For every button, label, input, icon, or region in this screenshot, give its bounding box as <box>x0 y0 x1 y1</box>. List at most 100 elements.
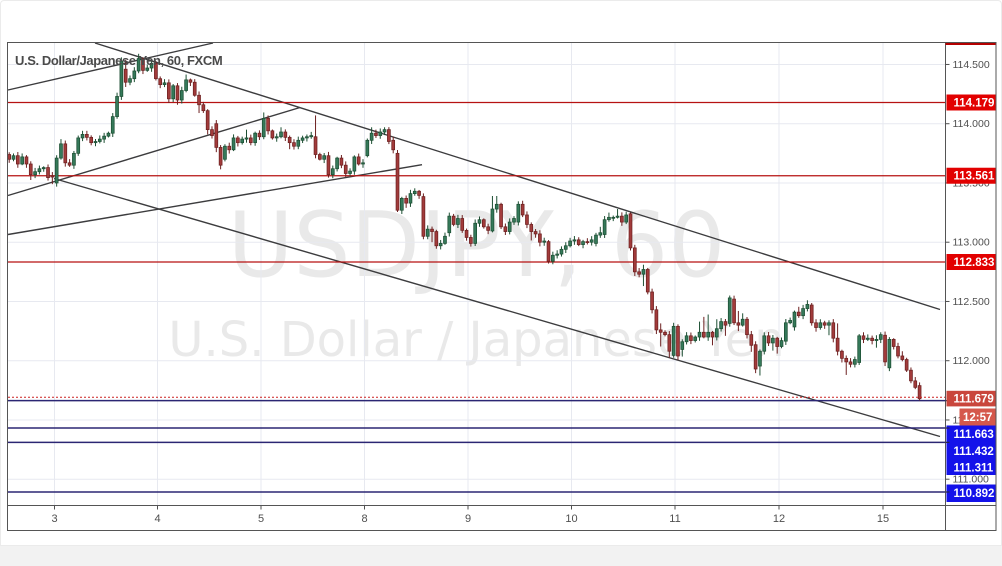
candle[interactable] <box>469 234 473 247</box>
candle[interactable] <box>671 322 676 358</box>
candle[interactable] <box>740 313 745 327</box>
candle[interactable] <box>106 131 111 138</box>
candle[interactable] <box>844 355 849 375</box>
candle[interactable] <box>412 188 417 196</box>
candle[interactable] <box>581 239 585 249</box>
candle[interactable] <box>132 67 137 83</box>
candle[interactable] <box>857 334 862 365</box>
candle[interactable] <box>378 128 383 139</box>
candle[interactable] <box>292 139 296 150</box>
candle[interactable] <box>727 295 732 327</box>
candle[interactable] <box>438 239 443 250</box>
candle[interactable] <box>473 219 478 247</box>
candle[interactable] <box>72 150 76 169</box>
candle[interactable] <box>684 332 689 345</box>
trend-line[interactable] <box>7 42 214 91</box>
candle[interactable] <box>408 189 413 207</box>
candle[interactable] <box>602 216 607 238</box>
candle[interactable] <box>279 127 283 139</box>
candle[interactable] <box>814 319 818 332</box>
candle[interactable] <box>792 310 797 331</box>
candle[interactable] <box>365 138 370 158</box>
candle[interactable] <box>400 196 404 215</box>
candle[interactable] <box>749 330 754 352</box>
candle[interactable] <box>296 136 301 150</box>
candle[interactable] <box>434 229 439 249</box>
candle[interactable] <box>525 211 529 229</box>
candle[interactable] <box>89 135 94 146</box>
candle[interactable] <box>76 135 81 156</box>
candle[interactable] <box>637 268 641 278</box>
candle[interactable] <box>404 195 408 208</box>
candle[interactable] <box>300 135 305 144</box>
candle[interactable] <box>529 222 534 241</box>
candle[interactable] <box>287 135 292 150</box>
candle[interactable] <box>680 339 685 357</box>
candle[interactable] <box>788 317 792 325</box>
candle[interactable] <box>598 226 603 238</box>
candle[interactable] <box>257 130 262 140</box>
candle[interactable] <box>861 332 866 344</box>
candle[interactable] <box>620 212 624 226</box>
candle[interactable] <box>490 195 495 233</box>
candle[interactable] <box>891 338 896 350</box>
candle[interactable] <box>762 332 767 355</box>
candle[interactable] <box>451 213 456 227</box>
candle[interactable] <box>240 136 245 145</box>
candle[interactable] <box>486 223 490 235</box>
candle[interactable] <box>348 168 352 176</box>
candle[interactable] <box>753 341 758 374</box>
candle[interactable] <box>248 134 253 146</box>
candle[interactable] <box>102 132 106 143</box>
candle[interactable] <box>654 306 659 335</box>
candle[interactable] <box>714 319 719 341</box>
candle[interactable] <box>645 267 650 295</box>
candle[interactable] <box>110 113 115 137</box>
candle[interactable] <box>54 155 59 187</box>
candle[interactable] <box>909 367 913 384</box>
candle[interactable] <box>313 115 318 159</box>
candle[interactable] <box>533 229 538 238</box>
candle[interactable] <box>710 330 715 346</box>
candle[interactable] <box>253 131 257 146</box>
candle[interactable] <box>46 164 50 181</box>
candle[interactable] <box>136 53 141 74</box>
candle[interactable] <box>719 318 723 332</box>
candle[interactable] <box>93 138 98 147</box>
candle[interactable] <box>97 135 102 144</box>
candle[interactable] <box>171 84 175 103</box>
candle[interactable] <box>330 165 335 179</box>
candle[interactable] <box>572 236 577 245</box>
candle[interactable] <box>223 144 227 162</box>
candle[interactable] <box>335 156 339 172</box>
candle[interactable] <box>425 225 430 240</box>
candle[interactable] <box>387 127 391 145</box>
candle[interactable] <box>447 212 452 237</box>
candle[interactable] <box>663 330 667 337</box>
candle[interactable] <box>24 155 29 168</box>
candle[interactable] <box>628 212 633 251</box>
candle[interactable] <box>210 126 214 139</box>
candle[interactable] <box>179 86 184 104</box>
candle[interactable] <box>227 142 232 154</box>
candle[interactable] <box>512 216 516 225</box>
candle[interactable] <box>840 349 844 363</box>
candle[interactable] <box>154 61 158 81</box>
candle[interactable] <box>732 295 736 326</box>
candle[interactable] <box>594 232 598 247</box>
candle[interactable] <box>352 155 357 175</box>
candle[interactable] <box>883 331 887 367</box>
price-axis[interactable] <box>946 43 996 530</box>
candle[interactable] <box>231 134 236 152</box>
candle[interactable] <box>650 288 654 314</box>
candle[interactable] <box>585 238 590 245</box>
candle[interactable] <box>85 130 89 141</box>
trend-line[interactable] <box>7 106 301 197</box>
candle[interactable] <box>128 75 132 86</box>
candle[interactable] <box>391 136 396 154</box>
candle[interactable] <box>382 127 387 136</box>
candle[interactable] <box>192 79 197 97</box>
candle[interactable] <box>41 166 46 172</box>
candle[interactable] <box>758 349 762 376</box>
candle[interactable] <box>801 304 805 320</box>
